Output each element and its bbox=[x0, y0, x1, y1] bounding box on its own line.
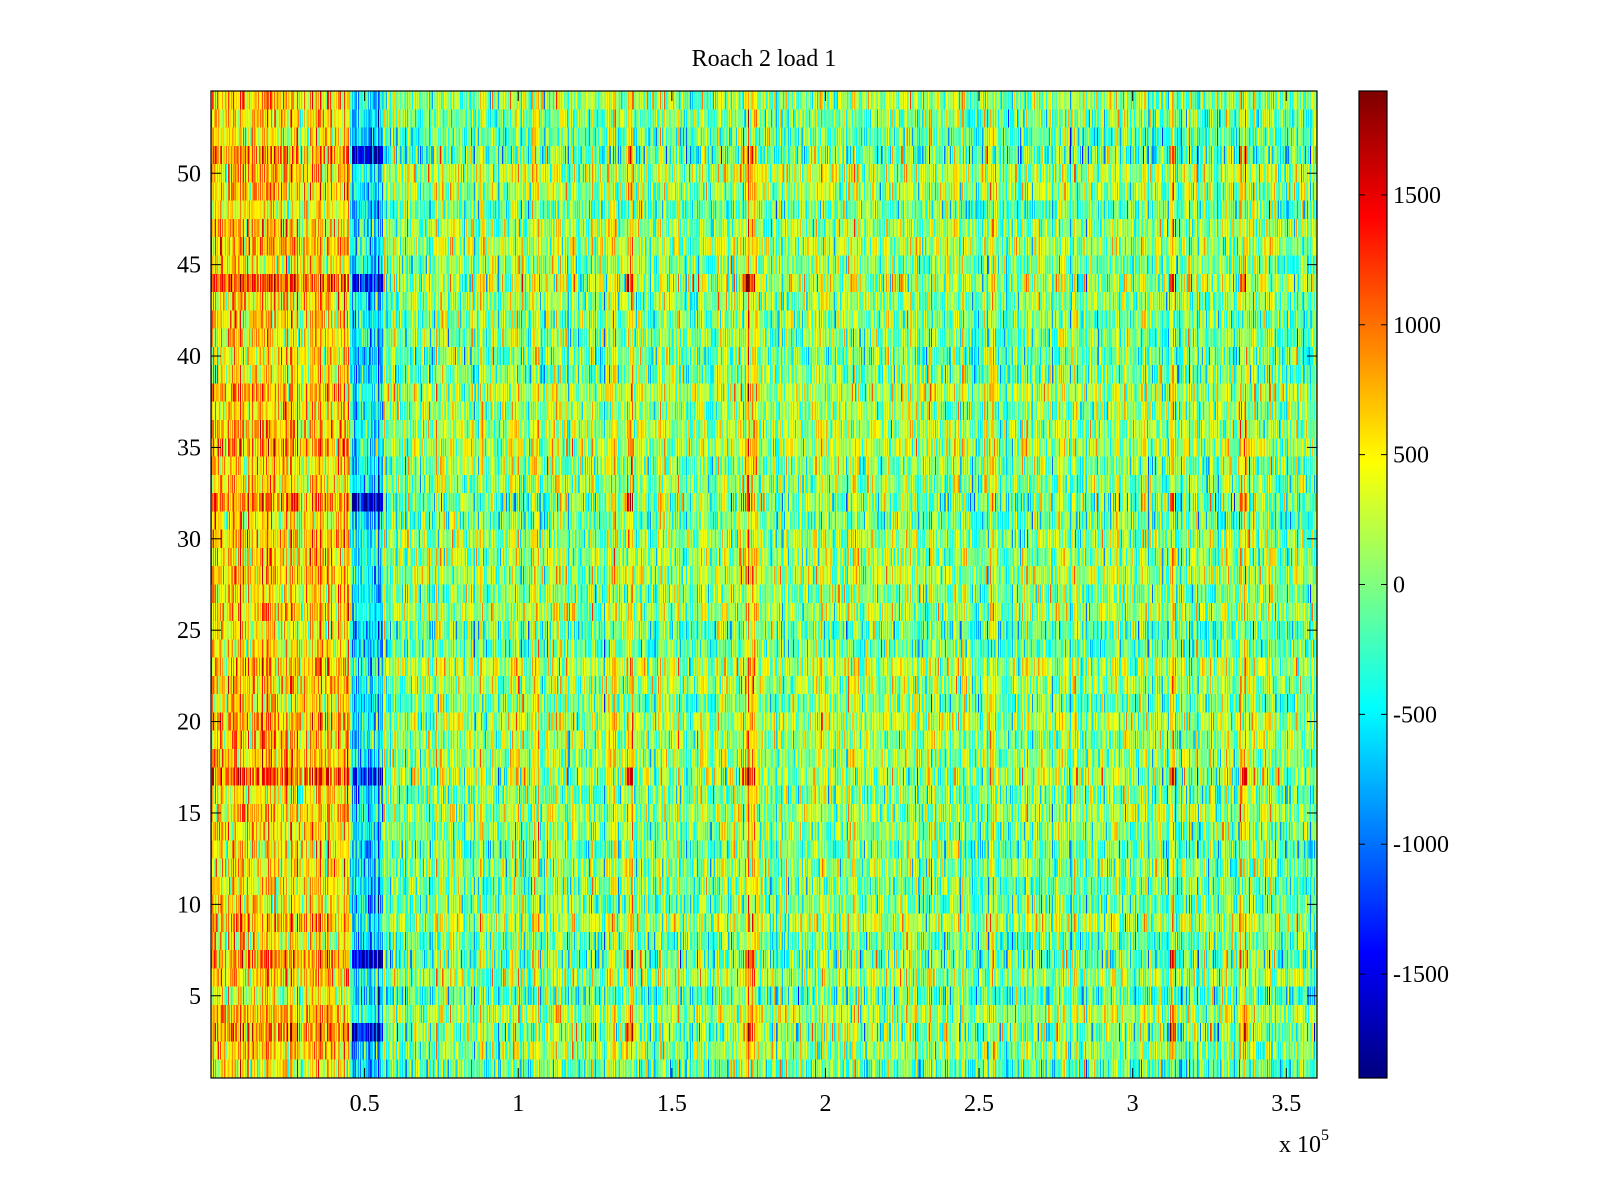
y-tick-label: 40 bbox=[177, 344, 201, 370]
x-axis: 0.5 1 1.5 2 2.5 3 3.5 bbox=[350, 91, 1301, 1117]
colorbar-tick-label: -500 bbox=[1393, 702, 1437, 728]
x-tick-label: 3.5 bbox=[1271, 1091, 1301, 1117]
x-exponent-power: 5 bbox=[1321, 1127, 1329, 1144]
y-tick-label: 45 bbox=[177, 253, 201, 279]
y-tick-label: 50 bbox=[177, 161, 201, 187]
y-tick-label: 30 bbox=[177, 527, 201, 553]
x-tick-label: 2.5 bbox=[964, 1091, 994, 1117]
y-tick-label: 35 bbox=[177, 435, 201, 461]
x-tick-label: 3 bbox=[1127, 1091, 1139, 1117]
y-tick-label: 25 bbox=[177, 618, 201, 644]
heatmap-image bbox=[211, 91, 1317, 1078]
y-tick-label: 20 bbox=[177, 710, 201, 736]
colorbar-tick-label: 0 bbox=[1393, 573, 1405, 599]
colorbar-tick-label: 500 bbox=[1393, 443, 1429, 469]
x-tick-label: 2 bbox=[819, 1091, 831, 1117]
chart-title: Roach 2 load 1 bbox=[692, 46, 837, 72]
colorbar-tick-label: -1500 bbox=[1393, 962, 1449, 988]
plot-area-frame bbox=[210, 90, 1318, 1079]
x-tick-label: 1 bbox=[512, 1091, 524, 1117]
colorbar-tick-label: -1000 bbox=[1393, 832, 1449, 858]
x-exponent-label: x 105 bbox=[1279, 1127, 1329, 1158]
y-tick-label: 15 bbox=[177, 801, 201, 827]
x-tick-label: 1.5 bbox=[657, 1091, 687, 1117]
colorbar-tick-label: 1500 bbox=[1393, 183, 1441, 209]
colorbar-axis: 1500 1000 500 0 -500 -1000 -1500 bbox=[1359, 183, 1449, 988]
y-tick-label: 10 bbox=[177, 892, 201, 918]
x-exponent-base: x 10 bbox=[1279, 1132, 1321, 1158]
y-axis: 5 10 15 20 25 30 35 40 45 50 bbox=[177, 161, 1317, 1010]
colorbar-tick-label: 1000 bbox=[1393, 313, 1441, 339]
y-tick-label: 5 bbox=[189, 984, 201, 1010]
x-tick-label: 0.5 bbox=[350, 1091, 380, 1117]
